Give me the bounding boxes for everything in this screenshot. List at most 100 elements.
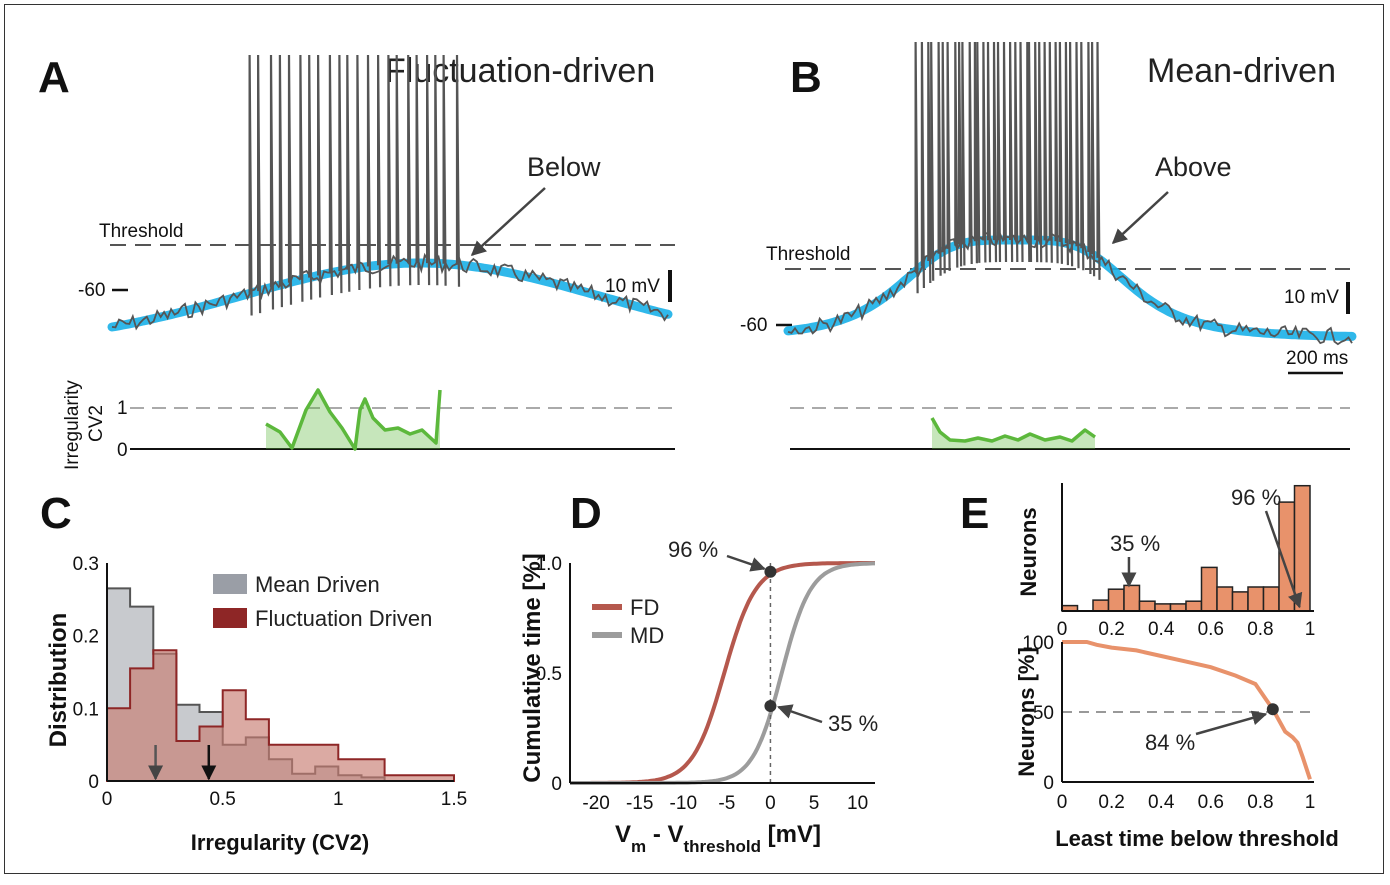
spike <box>1080 41 1085 271</box>
spike <box>257 54 262 314</box>
vm-tick-a: -60 <box>78 280 105 301</box>
figure-frame <box>4 4 1384 874</box>
y-tick-label-e-bottom: 100 <box>1022 633 1054 654</box>
spike <box>1019 41 1024 263</box>
x-tick-label-e-top: 1 <box>1305 619 1316 640</box>
spike <box>455 54 461 287</box>
spike <box>377 54 382 288</box>
arrow-96 <box>726 554 766 572</box>
spike <box>338 54 343 294</box>
legend-swatch-mean-driven <box>213 574 247 594</box>
marker-label-84: 84 % <box>1145 730 1195 755</box>
y-axis-label-c: Distribution <box>45 613 72 748</box>
scale-label-b: 10 mV <box>1284 287 1339 308</box>
x-tick-label-e-bottom: 0 <box>1057 792 1068 813</box>
spike <box>328 54 333 296</box>
cv2-line <box>265 388 442 451</box>
marker-label-35: 35 % <box>828 711 878 736</box>
histogram-e: 0 0.2 0.4 0.6 0.8 1 Neurons 35 % 96 % <box>1016 483 1315 640</box>
scale-label-a: 10 mV <box>605 276 660 297</box>
spike <box>1038 41 1043 263</box>
spike <box>986 41 992 263</box>
x-tick-label-d: -5 <box>718 793 735 814</box>
marker-label-96-e: 96 % <box>1231 485 1281 510</box>
x-tick-label-e-bottom: 0.8 <box>1247 792 1273 813</box>
marker-84 <box>1266 703 1279 716</box>
cv2-trace-b <box>930 417 1097 449</box>
spike <box>1069 41 1074 267</box>
noisy-trace <box>787 229 1353 346</box>
spike <box>269 54 275 310</box>
x-tick-label-e-bottom: 1 <box>1305 792 1316 813</box>
y-axis-label-e-top: Neurons <box>1016 507 1041 596</box>
cv2-label: CV2 <box>86 405 107 442</box>
x-tick-label-d: 0 <box>765 793 776 814</box>
spike <box>415 54 420 286</box>
x-tick-label-d: 5 <box>809 793 820 814</box>
spike <box>996 41 1002 263</box>
spike <box>426 54 431 286</box>
spike <box>317 54 322 298</box>
x-tick-label-e-top: 0.2 <box>1098 619 1124 640</box>
spike <box>941 41 946 274</box>
x-tick-label-d: -15 <box>626 793 653 814</box>
x-axis-label-e: Least time below threshold <box>1055 826 1339 851</box>
vm-tick-b: -60 <box>740 315 767 336</box>
spike <box>434 54 439 286</box>
spike <box>407 54 412 286</box>
voltage-trace-b <box>783 41 1357 346</box>
spike <box>387 54 392 287</box>
spike <box>1096 41 1101 280</box>
threshold-label-a: Threshold <box>99 221 184 242</box>
spike <box>937 41 942 276</box>
time-scale-label: 200 ms <box>1286 348 1348 369</box>
spike <box>920 41 925 289</box>
spike <box>1054 41 1059 264</box>
spike <box>992 41 998 263</box>
cv2-area <box>932 418 1095 449</box>
legend-swatch-fluctuation-driven <box>213 608 247 628</box>
panel-label-d: D <box>570 489 602 538</box>
spike <box>976 41 981 263</box>
x-axis-label-c: Irregularity (CV2) <box>191 830 370 855</box>
y-tick-label-c: 0.3 <box>73 554 99 575</box>
x-tick-label-e-top: 0.4 <box>1148 619 1175 640</box>
spike <box>1091 41 1096 277</box>
cv2-line <box>930 417 1097 443</box>
y-tick-label-e-bottom: 0 <box>1043 773 1054 794</box>
spike <box>1027 41 1033 263</box>
cv2-tick-1: 1 <box>117 398 128 419</box>
y-tick-label-c: 0.1 <box>73 699 99 720</box>
x-tick-label-d: -10 <box>670 793 697 814</box>
threshold-label-b: Threshold <box>766 244 851 265</box>
legend-label-fd: FD <box>630 595 659 620</box>
cv2-tick-0: 0 <box>117 440 128 461</box>
spike <box>982 41 987 263</box>
spike <box>1043 41 1048 263</box>
irregularity-label: Irregularity <box>62 380 83 470</box>
arrow-35 <box>777 704 823 724</box>
x-axis-label-d: Vm - Vthreshold [mV] <box>615 821 821 856</box>
x-tick-label-e-bottom: 0.4 <box>1148 792 1175 813</box>
spike <box>278 54 283 308</box>
spike <box>946 41 951 271</box>
survival-chart-e: 0 0.2 0.4 0.6 0.8 1 0 50 100 Least time below thr… <box>1014 633 1339 851</box>
spike <box>930 41 935 281</box>
panel-b-title: Mean-driven <box>1147 52 1336 90</box>
marker-35 <box>764 700 777 712</box>
spike <box>442 54 447 286</box>
y-tick-label-c: 0.2 <box>73 627 99 648</box>
spike <box>1075 41 1080 269</box>
marker-96 <box>764 565 777 578</box>
spike <box>1048 41 1053 263</box>
voltage-trace-a <box>107 54 673 332</box>
x-tick-label-e-top: 0.6 <box>1198 619 1224 640</box>
legend-label-mean-driven: Mean Driven <box>255 572 380 597</box>
legend-label-fluctuation-driven: Fluctuation Driven <box>255 606 432 631</box>
y-tick-label-d: 1.0 <box>536 554 562 575</box>
spike <box>1002 41 1008 263</box>
annotation-below: Below <box>527 152 601 182</box>
y-tick-label-c: 0 <box>88 772 99 793</box>
y-axis-label-e-bottom: Neurons [%] <box>1014 647 1039 777</box>
